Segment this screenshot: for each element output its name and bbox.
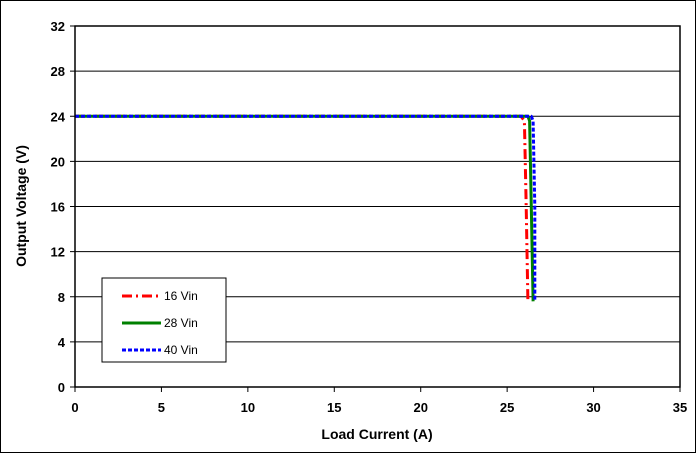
x-tick-label: 15 — [327, 400, 341, 415]
y-tick-label: 24 — [51, 109, 66, 124]
y-tick-label: 32 — [51, 19, 65, 34]
series-line — [75, 114, 537, 302]
x-tick-label: 35 — [673, 400, 687, 415]
y-axis: 0 4 8 12 16 20 24 28 32 — [51, 19, 75, 395]
x-tick-label: 25 — [500, 400, 514, 415]
legend-label: 40 Vin — [164, 343, 198, 357]
x-tick-label: 5 — [158, 400, 165, 415]
y-tick-label: 28 — [51, 64, 65, 79]
x-tick-label: 10 — [241, 400, 255, 415]
x-tick-label: 20 — [413, 400, 427, 415]
series-lines — [75, 114, 537, 302]
y-tick-label: 12 — [51, 245, 65, 260]
y-tick-label: 0 — [58, 380, 65, 395]
y-axis-title: Output Voltage (V) — [13, 145, 29, 267]
x-tick-label: 30 — [586, 400, 600, 415]
y-tick-label: 4 — [58, 335, 66, 350]
legend-label: 16 Vin — [164, 289, 198, 303]
x-tick-label: 0 — [71, 400, 78, 415]
legend-label: 28 Vin — [164, 316, 198, 330]
y-tick-label: 16 — [51, 200, 65, 215]
x-axis-title: Load Current (A) — [321, 426, 432, 442]
legend-box — [101, 277, 227, 363]
series-line — [75, 114, 535, 302]
y-tick-label: 8 — [58, 290, 65, 305]
legend: 16 Vin 28 Vin 40 Vin — [101, 277, 227, 363]
series-line — [75, 114, 530, 302]
x-axis: 0 5 10 15 20 25 30 35 — [71, 387, 687, 415]
y-tick-label: 20 — [51, 154, 65, 169]
